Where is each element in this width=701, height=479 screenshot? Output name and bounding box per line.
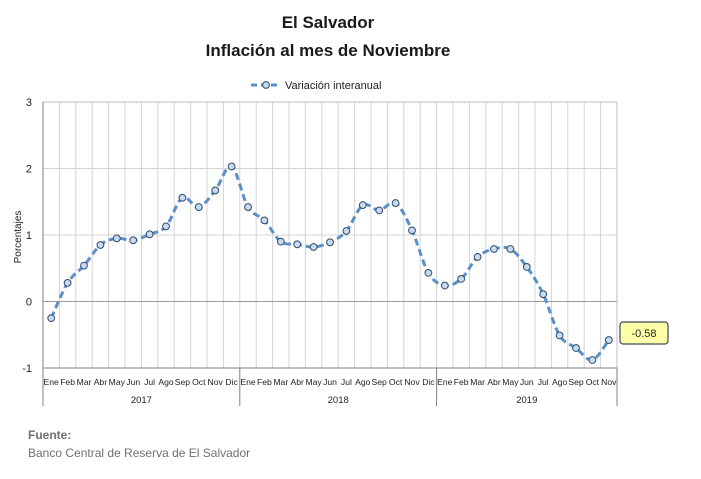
x-tick-label: Jun <box>126 377 140 387</box>
data-point <box>555 331 564 340</box>
x-tick-label: Feb <box>257 377 272 387</box>
data-point <box>178 193 187 202</box>
data-point <box>522 263 531 271</box>
grid <box>43 101 617 369</box>
y-tick-label: 0 <box>26 297 32 309</box>
x-tick-label: Ago <box>158 377 174 387</box>
source-label: Fuente: <box>28 428 72 442</box>
callout-value: -0.58 <box>631 328 656 340</box>
chart-subtitle: Inflación al mes de Noviembre <box>206 41 451 60</box>
y-tick-labels: 3 2 1 0 -1 <box>22 97 32 375</box>
data-point <box>572 344 580 352</box>
y-axis-label: Porcentajes <box>13 211 24 264</box>
data-point <box>604 336 613 344</box>
last-value-callout: -0.58 <box>619 321 669 345</box>
y-tick-label: 2 <box>26 164 32 176</box>
x-tick-label: Dic <box>422 377 435 387</box>
data-point <box>162 222 170 231</box>
data-point <box>424 269 433 277</box>
data-point <box>211 186 220 195</box>
year-labels: 2017 2018 2019 <box>131 395 538 406</box>
x-tick-label: Nov <box>404 377 420 387</box>
callout-box <box>619 321 669 345</box>
data-point <box>506 245 515 253</box>
x-tick-label: May <box>305 377 322 387</box>
year-label: 2018 <box>328 395 349 406</box>
x-tick-label: Oct <box>192 377 206 387</box>
data-point <box>457 274 466 283</box>
data-point <box>260 216 269 225</box>
x-tick-label: Abr <box>291 377 305 387</box>
x-tick-label: Jul <box>538 377 549 387</box>
data-point <box>588 356 597 364</box>
x-tick-label: Oct <box>389 377 403 387</box>
y-tick-label: 1 <box>26 230 32 242</box>
y-tick-label: -1 <box>22 363 32 375</box>
data-point <box>358 201 367 209</box>
year-label: 2017 <box>131 395 152 406</box>
x-tick-label: Ago <box>552 377 568 387</box>
x-tick-label: May <box>109 377 126 387</box>
x-tick-label: Mar <box>77 377 92 387</box>
series-line <box>49 164 611 362</box>
x-tick-label: Ene <box>44 377 60 387</box>
x-tick-label: Nov <box>601 377 617 387</box>
data-point <box>473 253 482 261</box>
legend: Variación interanual <box>251 80 381 92</box>
data-point <box>490 245 498 253</box>
data-point <box>408 226 416 235</box>
data-point <box>440 281 449 290</box>
x-tick-label: Jun <box>520 377 534 387</box>
x-tick-label: Mar <box>470 377 485 387</box>
data-point <box>309 243 318 251</box>
x-tick-label: Ene <box>437 377 453 387</box>
x-tick-label: Abr <box>487 377 501 387</box>
source-note: Fuente: Banco Central de Reserva de El S… <box>28 426 250 462</box>
x-tick-label: Jul <box>341 377 352 387</box>
x-tick-label: May <box>502 377 519 387</box>
data-point <box>63 278 72 287</box>
data-point <box>375 206 384 215</box>
source-text: Banco Central de Reserva de El Salvador <box>28 446 251 460</box>
data-point <box>293 240 302 249</box>
x-tick-label: Ene <box>240 377 256 387</box>
x-tick-labels: Ene Feb Mar Abr May Jun Jul Ago Sep Oct Nov Dic Ene F… <box>44 377 618 387</box>
x-tick-label: Sep <box>568 377 584 387</box>
data-point <box>47 314 56 323</box>
x-tick-label: Feb <box>454 377 469 387</box>
data-point <box>227 162 236 171</box>
y-tick-label: 3 <box>26 97 32 109</box>
data-point <box>145 230 154 239</box>
data-point <box>391 199 400 207</box>
legend-marker-swatch <box>262 81 270 89</box>
x-tick-label: Mar <box>273 377 288 387</box>
data-point <box>112 234 121 243</box>
data-point <box>194 203 203 211</box>
legend-label: Variación interanual <box>285 80 381 92</box>
data-point <box>342 227 351 235</box>
series-variacion-interanual <box>47 162 613 364</box>
x-tick-label: Abr <box>94 377 108 387</box>
x-tick-label: Sep <box>175 377 191 387</box>
data-point <box>80 261 88 270</box>
x-tick-label: Jun <box>323 377 337 387</box>
x-tick-label: Ago <box>355 377 371 387</box>
x-tick-label: Feb <box>60 377 75 387</box>
data-point <box>539 290 548 299</box>
x-tick-label: Sep <box>372 377 388 387</box>
data-point <box>96 241 105 249</box>
axes <box>42 101 618 406</box>
x-tick-label: Jul <box>144 377 155 387</box>
data-point <box>276 237 285 246</box>
x-tick-label: Nov <box>208 377 224 387</box>
data-point <box>129 236 138 245</box>
year-label: 2019 <box>516 395 537 406</box>
chart-title: El Salvador <box>282 13 375 32</box>
x-tick-label: Dic <box>225 377 238 387</box>
data-point <box>244 203 252 211</box>
data-point <box>326 238 334 247</box>
x-tick-label: Oct <box>586 377 600 387</box>
